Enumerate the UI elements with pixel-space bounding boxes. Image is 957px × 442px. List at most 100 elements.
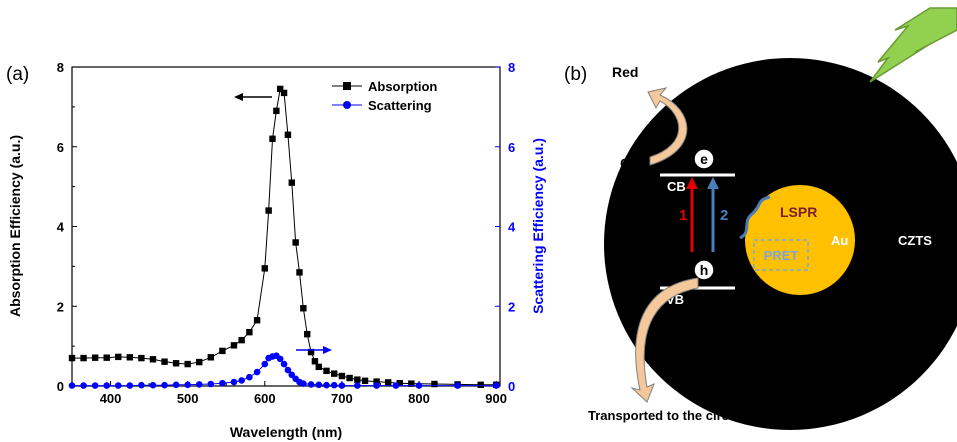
data-point-scattering (338, 382, 346, 389)
y-tick-label: 8 (57, 60, 64, 75)
x-tick-label: 700 (331, 391, 353, 406)
absorption-series (68, 85, 500, 389)
data-point-scattering (91, 382, 99, 389)
data-point-absorption (115, 353, 122, 361)
data-point-absorption (149, 356, 157, 363)
data-point-absorption (323, 367, 330, 375)
data-point-absorption (184, 360, 191, 368)
data-point-scattering (246, 373, 253, 381)
transport-label: Transported to the circuit (588, 408, 745, 423)
data-point-absorption (269, 135, 276, 142)
data-point-scattering (219, 379, 226, 387)
data-point-scattering (373, 382, 380, 389)
arrow-2-label: 2 (720, 207, 728, 224)
legend-item-scattering: Scattering (332, 98, 432, 113)
data-point-scattering (253, 368, 261, 376)
y2-tick-label: 6 (508, 140, 515, 155)
data-point-absorption (265, 207, 272, 214)
data-point-scattering (330, 381, 338, 389)
oxidation-arrow-icon (647, 87, 688, 166)
data-point-scattering (80, 382, 87, 389)
data-point-scattering (284, 366, 292, 374)
data-point-scattering (195, 381, 203, 388)
data-point-absorption (315, 363, 322, 371)
data-point-absorption (431, 380, 438, 388)
data-point-absorption (230, 342, 238, 349)
x-tick-label: 800 (408, 391, 430, 406)
data-point-scattering (207, 380, 215, 388)
data-point-absorption (91, 354, 99, 361)
data-point-absorption (354, 376, 361, 383)
data-point-absorption (253, 317, 261, 324)
hole-icon (693, 259, 715, 281)
pret-label: PRET (764, 248, 799, 263)
data-point-absorption (288, 179, 295, 186)
data-point-absorption (68, 354, 76, 362)
data-point-absorption (311, 358, 319, 365)
au-label: Au (831, 233, 848, 248)
y-tick-label: 2 (57, 299, 64, 314)
data-point-absorption (172, 360, 180, 367)
data-point-absorption (307, 348, 315, 356)
data-point-absorption (126, 354, 134, 361)
hole-label: h (700, 262, 709, 278)
electron-label: e (700, 151, 708, 167)
data-point-scattering (307, 381, 315, 388)
data-point-absorption (300, 305, 307, 312)
data-point-absorption (138, 354, 145, 362)
data-point-absorption (373, 378, 380, 385)
data-point-absorption (477, 381, 484, 389)
y2-tick-label: 4 (508, 220, 516, 235)
y-axis-label: Absorption Efficiency (a.u.) (7, 135, 23, 317)
data-point-absorption (384, 379, 392, 386)
data-point-scattering (392, 382, 400, 389)
data-point-absorption (196, 358, 203, 366)
panel-a-label: (a) (6, 64, 29, 85)
y2-ticks: 0 2 4 6 8 (495, 60, 516, 394)
data-point-absorption (396, 380, 403, 387)
y-tick-label: 6 (57, 140, 64, 155)
data-point-absorption (304, 330, 311, 338)
data-point-absorption (346, 374, 353, 382)
legend-label-absorption: Absorption (368, 79, 437, 94)
data-point-absorption (277, 85, 284, 93)
pret-arrow-2 (707, 177, 719, 252)
data-point-absorption (273, 107, 280, 115)
data-point-absorption (261, 265, 268, 272)
data-point-absorption (284, 131, 292, 138)
excitation-arrow-1 (686, 177, 698, 252)
y2-tick-label: 0 (508, 379, 515, 394)
data-point-absorption (338, 372, 346, 380)
data-point-scattering (454, 382, 461, 389)
data-point-absorption (80, 354, 87, 362)
y-tick-label: 0 (57, 379, 64, 394)
data-point-absorption (207, 354, 215, 361)
data-point-scattering (126, 382, 134, 389)
data-point-absorption (103, 354, 110, 361)
data-point-scattering (161, 381, 168, 389)
data-point-scattering (68, 382, 76, 389)
electron-icon (693, 148, 715, 170)
panel-b-label: (b) (564, 64, 587, 85)
x-tick-label: 400 (100, 391, 122, 406)
scattering-axis-arrow (296, 346, 332, 354)
legend-marker-circle (343, 101, 351, 109)
data-point-absorption (238, 336, 245, 344)
lspr-label: LSPR (780, 204, 817, 220)
data-point-scattering (261, 360, 269, 368)
data-point-scattering (172, 381, 180, 389)
x-tick-label: 900 (485, 391, 507, 406)
light-icon (869, 7, 957, 83)
legend: Absorption Scattering (332, 79, 437, 113)
data-point-scattering (114, 382, 122, 389)
data-point-absorption (330, 370, 338, 377)
data-point-scattering (280, 360, 288, 368)
y-ticks: 0 2 4 6 8 (57, 60, 77, 394)
y-tick-label: 4 (57, 220, 65, 235)
y2-tick-label: 8 (508, 60, 515, 75)
data-point-absorption (219, 347, 226, 355)
ox-label: Ox (620, 155, 639, 171)
y2-axis-label: Scattering Efficiency (a.u.) (530, 138, 546, 314)
data-point-absorption (161, 358, 168, 365)
